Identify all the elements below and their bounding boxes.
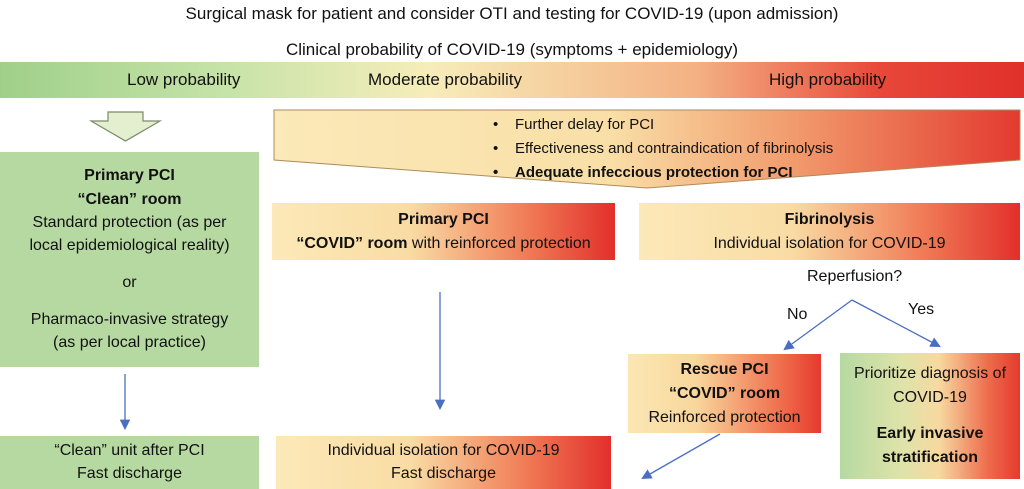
rescue-to-isolation-arrow xyxy=(641,433,721,480)
probability-heading: Clinical probability of COVID-19 (sympto… xyxy=(285,40,739,59)
prioritize-diagnosis-box: Prioritize diagnosis of COVID-19 Early i… xyxy=(840,353,1020,479)
low-box-line5: Pharmaco-invasive strategy xyxy=(30,311,229,329)
low-probability-down-arrow xyxy=(88,111,163,142)
moderate-outcome-box: Individual isolation for COVID-19 Fast d… xyxy=(276,436,611,489)
considerations-list: Further delay for PCI Effectiveness and … xyxy=(493,113,833,185)
prioritize-line1: Prioritize diagnosis of xyxy=(853,365,1007,382)
rescue-pci-box: Rescue PCI “COVID” room Reinforced prote… xyxy=(628,354,821,433)
low-box-line3: Standard protection (as per xyxy=(32,213,227,231)
low-box-or: or xyxy=(122,274,137,292)
yes-label: Yes xyxy=(908,301,935,318)
low-probability-box: Primary PCI “Clean” room Standard protec… xyxy=(0,152,259,367)
reperfusion-question: Reperfusion? xyxy=(807,268,903,285)
yes-reperfusion-arrow xyxy=(851,299,941,347)
moderate-box-line1: Primary PCI xyxy=(398,210,489,228)
consideration-item: Adequate infeccious protection for PCI xyxy=(493,161,833,185)
rescue-protection: Reinforced protection xyxy=(648,408,801,426)
moderate-probability-label: Moderate probability xyxy=(368,70,523,89)
low-box-line2: “Clean” room xyxy=(77,190,182,208)
fibrinolysis-title: Fibrinolysis xyxy=(784,210,875,228)
fibrinolysis-isolation: Individual isolation for COVID-19 xyxy=(713,234,946,252)
prioritize-line4: stratification xyxy=(881,449,978,466)
moderate-box-protection: with reinforced protection xyxy=(407,234,591,252)
prioritize-line2: COVID-19 xyxy=(893,389,967,406)
fibrinolysis-box: Fibrinolysis Individual isolation for CO… xyxy=(639,203,1020,260)
low-outcome-box: “Clean” unit after PCI Fast discharge xyxy=(0,436,259,489)
moderate-outcome-line1: Individual isolation for COVID-19 xyxy=(327,442,560,460)
high-probability-label: High probability xyxy=(769,70,887,89)
no-reperfusion-arrow xyxy=(783,299,853,351)
low-outcome-line2: Fast discharge xyxy=(77,464,182,482)
low-probability-label: Low probability xyxy=(127,70,241,89)
low-box-line1: Primary PCI xyxy=(84,167,175,185)
moderate-box-line2: “COVID” room with reinforced protection xyxy=(296,232,590,256)
moderate-box-covid-room: “COVID” room xyxy=(296,234,408,252)
moderate-outcome-line2: Fast discharge xyxy=(391,464,496,482)
low-outcome-line1: “Clean” unit after PCI xyxy=(54,442,205,460)
low-box-line6: (as per local practice) xyxy=(53,334,206,352)
no-label: No xyxy=(787,306,808,323)
prioritize-line3: Early invasive xyxy=(876,425,984,442)
low-box-line4: local epidemiological reality) xyxy=(29,236,230,254)
moderate-primary-pci-box: Primary PCI “COVID” room with reinforced… xyxy=(272,203,615,260)
rescue-pci-title: Rescue PCI xyxy=(680,360,769,378)
diagram-title: Surgical mask for patient and consider O… xyxy=(185,4,839,23)
consideration-item: Further delay for PCI xyxy=(493,113,833,137)
consideration-item: Effectiveness and contraindication of fi… xyxy=(493,137,833,161)
rescue-covid-room: “COVID” room xyxy=(668,384,781,402)
probability-gradient-bar xyxy=(0,62,1024,98)
